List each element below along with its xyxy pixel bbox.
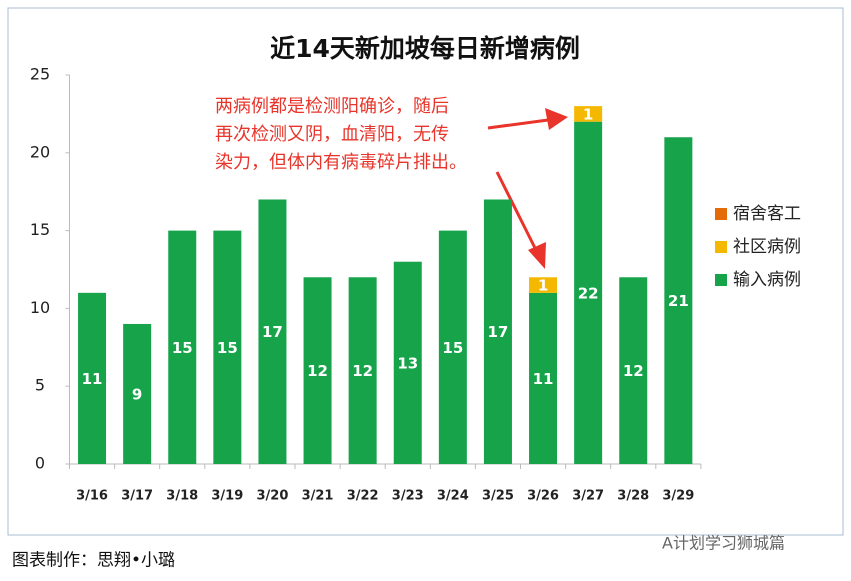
x-tick-label: 3/27: [572, 489, 604, 504]
x-tick-label: 3/17: [121, 489, 153, 504]
data-label: 12: [623, 362, 644, 380]
arrows: [487, 108, 568, 269]
bar-segment: [258, 199, 287, 465]
caption: 图表制作：思翔•小璐: [12, 551, 175, 571]
x-tick-label: 3/20: [257, 489, 289, 504]
arrow-head: [528, 242, 546, 269]
legend-label: 输入病例: [733, 270, 801, 290]
bar-segment: [619, 277, 648, 464]
bar-segment: [529, 292, 558, 464]
bar-segment: [213, 230, 242, 464]
bar-segment: [78, 292, 107, 464]
data-label: 12: [307, 362, 328, 380]
data-label: 11: [82, 370, 103, 388]
legend-swatch: [715, 241, 727, 253]
x-tick-label: 3/25: [482, 489, 514, 504]
chart-title: 近14天新加坡每日新增病例: [270, 34, 580, 63]
legend-swatch: [715, 274, 727, 286]
data-label: 15: [217, 339, 238, 357]
bar-segment: [664, 137, 693, 465]
data-label: 1: [583, 105, 593, 123]
legend-label: 社区病例: [733, 237, 801, 257]
data-label: 1: [538, 277, 548, 295]
data-label: 12: [352, 362, 373, 380]
arrow-head: [545, 108, 568, 130]
x-tick-label: 3/19: [211, 489, 243, 504]
bar-segment: [483, 199, 512, 465]
arrow: [495, 171, 538, 251]
data-label: 11: [533, 370, 554, 388]
data-label: 17: [488, 323, 509, 341]
arrow: [487, 118, 549, 130]
bar-segment: [574, 106, 603, 122]
x-tick-label: 3/24: [437, 489, 469, 504]
legend-label: 宿舍客工: [733, 204, 801, 224]
x-tick-label: 3/21: [302, 489, 334, 504]
bar-segment: [574, 121, 603, 465]
x-tick-label: 3/16: [76, 489, 108, 504]
data-label: 13: [397, 354, 418, 372]
y-tick-label: 20: [30, 142, 50, 161]
x-tick-label: 3/22: [347, 489, 379, 504]
x-tick-label: 3/23: [392, 489, 424, 504]
y-tick-label: 5: [35, 376, 45, 395]
data-label: 15: [442, 339, 463, 357]
bar-segment: [393, 261, 422, 464]
data-label: 22: [578, 284, 599, 302]
y-tick-label: 10: [30, 298, 50, 317]
annotation-line: 染力，但体内有病毒碎片排出。: [215, 152, 467, 173]
bar-segment: [168, 230, 197, 464]
y-tick-label: 0: [35, 454, 45, 473]
y-tick-label: 25: [30, 65, 50, 84]
data-label: 15: [172, 339, 193, 357]
bar-segment: [123, 323, 152, 464]
x-tick-label: 3/18: [166, 489, 198, 504]
bar-segment: [348, 277, 377, 464]
y-tick-label: 15: [30, 220, 50, 239]
watermark: A计划学习狮城篇: [662, 534, 785, 553]
data-label: 21: [668, 292, 689, 310]
x-tick-label: 3/29: [662, 489, 694, 504]
x-tick-label: 3/28: [617, 489, 649, 504]
data-label: 9: [132, 385, 142, 403]
bar-segment: [529, 277, 558, 293]
x-tick-label: 3/26: [527, 489, 559, 504]
annotation: 两病例都是检测阳确诊，随后 再次检测又阴，血清阳，无传 染力，但体内有病毒碎片排…: [215, 96, 467, 173]
data-label: 17: [262, 323, 283, 341]
annotation-line: 再次检测又阴，血清阳，无传: [215, 124, 449, 145]
legend-swatch: [715, 208, 727, 220]
annotation-line: 两病例都是检测阳确诊，随后: [215, 96, 449, 117]
bar-segment: [303, 277, 332, 464]
bar-segment: [438, 230, 467, 464]
